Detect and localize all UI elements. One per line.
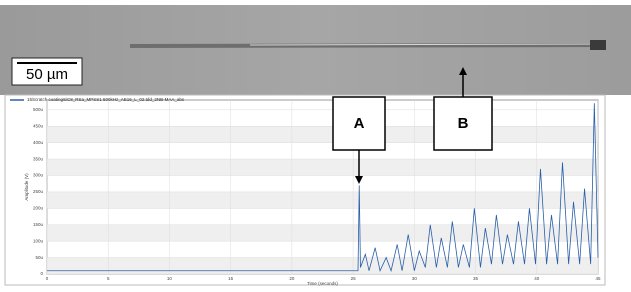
- y-tick-label: 250u: [33, 189, 44, 194]
- y-tick-label: 400u: [33, 140, 44, 145]
- x-tick-label: 15: [228, 276, 234, 281]
- y-tick-label: 200u: [33, 206, 44, 211]
- y-tick-label: 50u: [35, 255, 43, 260]
- x-tick-label: 35: [473, 276, 479, 281]
- sem-image: [0, 5, 631, 95]
- x-tick-label: 20: [289, 276, 295, 281]
- y-axis-label: Amplitude (V): [24, 173, 29, 201]
- scale-label: 50 µm: [26, 66, 68, 83]
- annotation-label: B: [458, 115, 469, 132]
- y-tick-label: 500u: [33, 107, 44, 112]
- y-tick-label: 450u: [33, 123, 44, 128]
- grid-band: [47, 258, 598, 274]
- grid-band: [47, 126, 598, 142]
- y-tick-label: 350u: [33, 156, 44, 161]
- x-axis-label: Time (seconds): [307, 281, 338, 286]
- y-tick-label: 150u: [33, 222, 44, 227]
- grid-band: [47, 192, 598, 208]
- grid-band: [47, 225, 598, 241]
- scratch-end: [590, 40, 606, 50]
- x-tick-label: 45: [595, 276, 601, 281]
- x-tick-label: 40: [534, 276, 540, 281]
- figure: 50 µm 050u100u150u200u250u300u350u400u45…: [0, 0, 631, 287]
- x-tick-label: 10: [167, 276, 173, 281]
- y-tick-label: 300u: [33, 173, 44, 178]
- annotation-label: A: [354, 115, 365, 132]
- grid-band: [47, 159, 598, 175]
- x-tick-label: 25: [351, 276, 357, 281]
- x-tick-label: 30: [412, 276, 418, 281]
- legend-label: 15Scratch coatingSiC8_RSa_MPSS1 500kHz_A…: [27, 97, 185, 102]
- y-tick-label: 100u: [33, 238, 44, 243]
